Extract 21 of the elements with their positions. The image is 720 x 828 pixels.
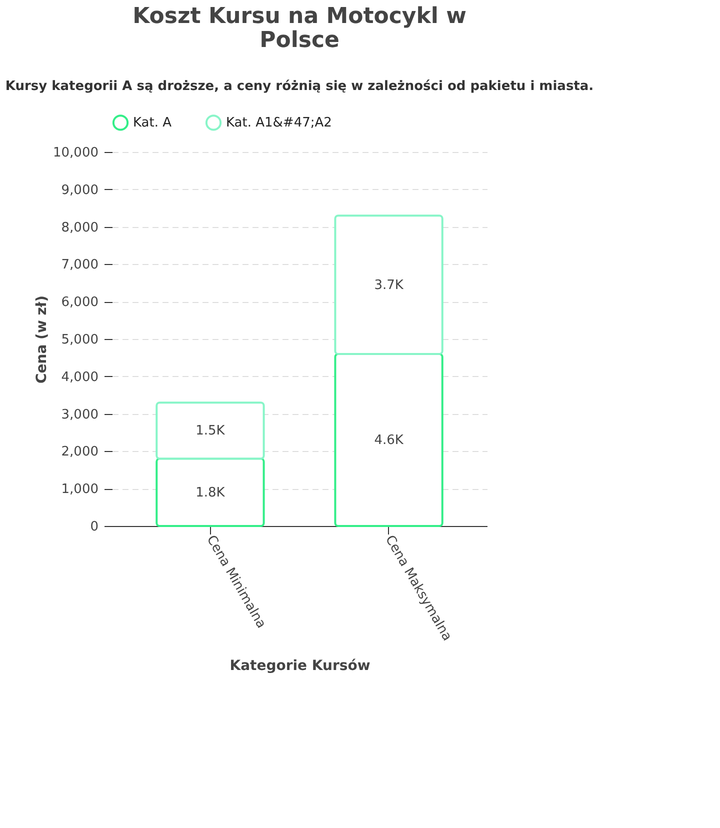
data-label: 3.7K — [374, 278, 404, 293]
x-axis-title: Kategorie Kursów — [230, 658, 370, 674]
y-tick-label: 5,000 — [61, 332, 98, 348]
data-label: 4.6K — [374, 432, 404, 448]
y-tick-label: 3,000 — [61, 407, 98, 422]
y-axis-title: Cena (w zł) — [34, 295, 50, 384]
y-tick-label: 1,000 — [61, 482, 98, 498]
y-tick-label: 10,000 — [53, 146, 98, 160]
y-tick-label: 4,000 — [61, 370, 98, 385]
y-tick-label: 9,000 — [61, 182, 98, 198]
chart-subtitle: Kursy kategorii A są droższe, a ceny różnią się w zależności od pakietu i miasta. — [5, 79, 594, 94]
chart-title: Koszt Kursu na Motocykl w Polsce — [132, 4, 466, 53]
data-label: 1.8K — [196, 485, 226, 500]
y-tick-label: 8,000 — [61, 220, 98, 236]
data-label: 1.5K — [196, 424, 226, 439]
legend-label: Kat. A1&#47;A2 — [226, 116, 332, 131]
y-tick-label: 7,000 — [61, 258, 98, 273]
legend-label: Kat. A — [133, 116, 172, 131]
y-tick-label: 6,000 — [61, 295, 98, 310]
y-tick-label: 2,000 — [61, 444, 98, 460]
y-tick-label: 0 — [90, 520, 98, 534]
